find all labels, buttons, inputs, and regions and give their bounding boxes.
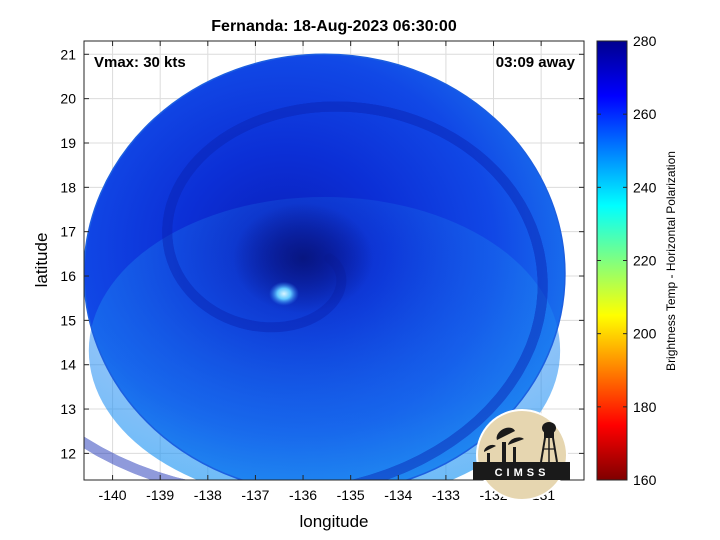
- x-tick-label: -138: [194, 487, 222, 503]
- vmax-annotation: Vmax: 30 kts: [94, 54, 186, 71]
- colorbar-tick-label: 200: [633, 326, 657, 342]
- warm-spot: [269, 281, 299, 306]
- plot-frame: [83, 40, 585, 481]
- colorbar: 160 180 200 220 240 260 280 Brightness Temp - …: [596, 33, 678, 488]
- y-tick-label: 15: [60, 312, 76, 328]
- x-tick-label: -136: [289, 487, 317, 503]
- x-tick-label: -135: [337, 487, 365, 503]
- x-tick-label: -133: [432, 487, 460, 503]
- swath-edge: [84, 53, 566, 480]
- colorbar-ticks: 160 180 200 220 240 260 280: [597, 33, 657, 488]
- rain-band: [84, 101, 548, 480]
- chart-title: Fernanda: 18-Aug-2023 06:30:00: [211, 18, 457, 35]
- colorbar-tick-label: 240: [633, 179, 657, 195]
- y-tick-label: 17: [60, 224, 76, 240]
- y-tick-label: 12: [60, 445, 76, 461]
- y-tick-label: 19: [60, 135, 76, 151]
- y-tick-label: 13: [60, 401, 76, 417]
- logo-text: CIMSS: [495, 467, 550, 479]
- colorbar-gradient: [596, 40, 628, 481]
- colorbar-tick-label: 260: [633, 106, 657, 122]
- plot-area: -140-139-138-137-136-135-134-133-132-131…: [60, 40, 585, 503]
- water-tower-icon: [540, 422, 558, 463]
- y-tick-label: 18: [60, 179, 76, 195]
- y-axis-label: latitude: [32, 233, 51, 288]
- x-tick-label: -137: [241, 487, 269, 503]
- x-axis-label: longitude: [299, 512, 368, 531]
- y-tick-label: 16: [60, 268, 76, 284]
- y-tick-label: 21: [60, 46, 76, 62]
- colorbar-label: Brightness Temp - Horizontal Polarizatio…: [664, 151, 678, 371]
- time-away-annotation: 03:09 away: [496, 54, 576, 71]
- colorbar-tick-label: 160: [633, 472, 657, 488]
- y-tick-label: 20: [60, 91, 76, 107]
- y-tick-label: 14: [60, 357, 76, 373]
- rain-band: [84, 101, 548, 480]
- cimss-logo: CIMSS: [473, 409, 570, 501]
- x-tick-label: -134: [384, 487, 412, 503]
- microwave-swath: [84, 53, 566, 480]
- x-axis-ticks: -140-139-138-137-136-135-134-133-132-131: [99, 41, 555, 503]
- cold-core: [233, 203, 374, 314]
- rain-bands: [84, 101, 548, 480]
- satellite-dish-icon: [483, 427, 524, 462]
- colorbar-tick-label: 180: [633, 399, 657, 415]
- rain-band: [162, 101, 548, 480]
- swath-southern-warm-region: [88, 197, 561, 480]
- x-tick-label: -139: [146, 487, 174, 503]
- x-tick-label: -140: [99, 487, 127, 503]
- colorbar-tick-label: 220: [633, 253, 657, 269]
- colorbar-tick-label: 280: [633, 33, 657, 49]
- y-axis-ticks: 12 13 14 15 16 17 18 19 20 21: [60, 46, 584, 461]
